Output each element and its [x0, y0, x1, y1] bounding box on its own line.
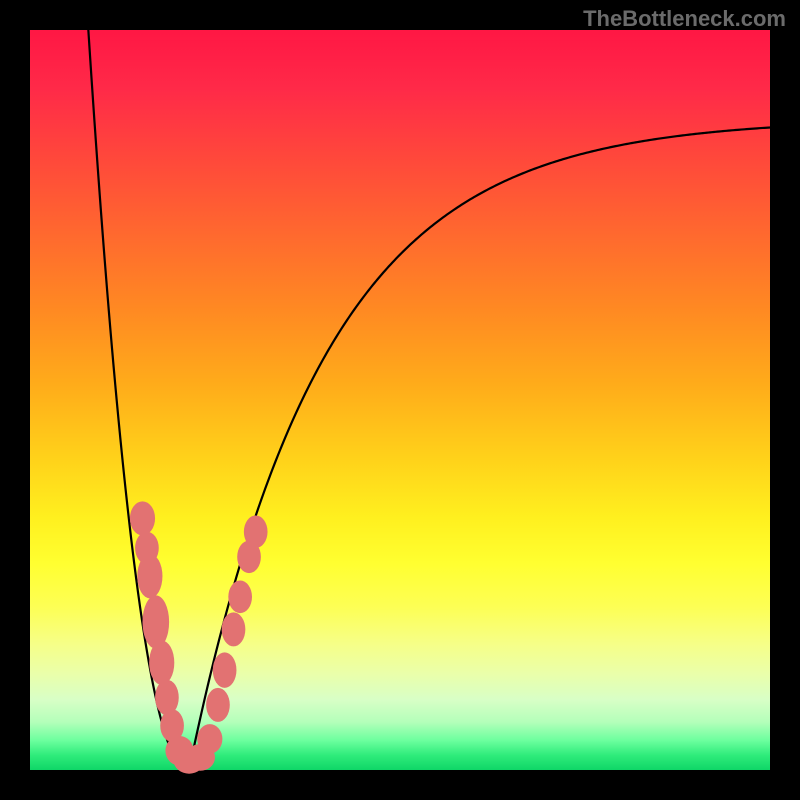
curve-marker: [142, 595, 169, 648]
watermark-text: TheBottleneck.com: [583, 6, 786, 32]
curve-layer: [30, 30, 770, 770]
curve-markers: [130, 501, 268, 773]
curve-marker: [206, 688, 230, 722]
curve-marker: [130, 501, 155, 535]
curve-marker: [244, 515, 268, 548]
curve-marker: [222, 612, 246, 646]
curve-marker: [213, 652, 237, 688]
plot-area: [30, 30, 770, 770]
chart-frame: TheBottleneck.com: [0, 0, 800, 800]
curve-marker: [149, 641, 174, 685]
curve-marker: [228, 581, 252, 614]
bottleneck-curve: [86, 0, 771, 770]
curve-marker: [137, 554, 162, 598]
curve-marker: [197, 724, 222, 754]
